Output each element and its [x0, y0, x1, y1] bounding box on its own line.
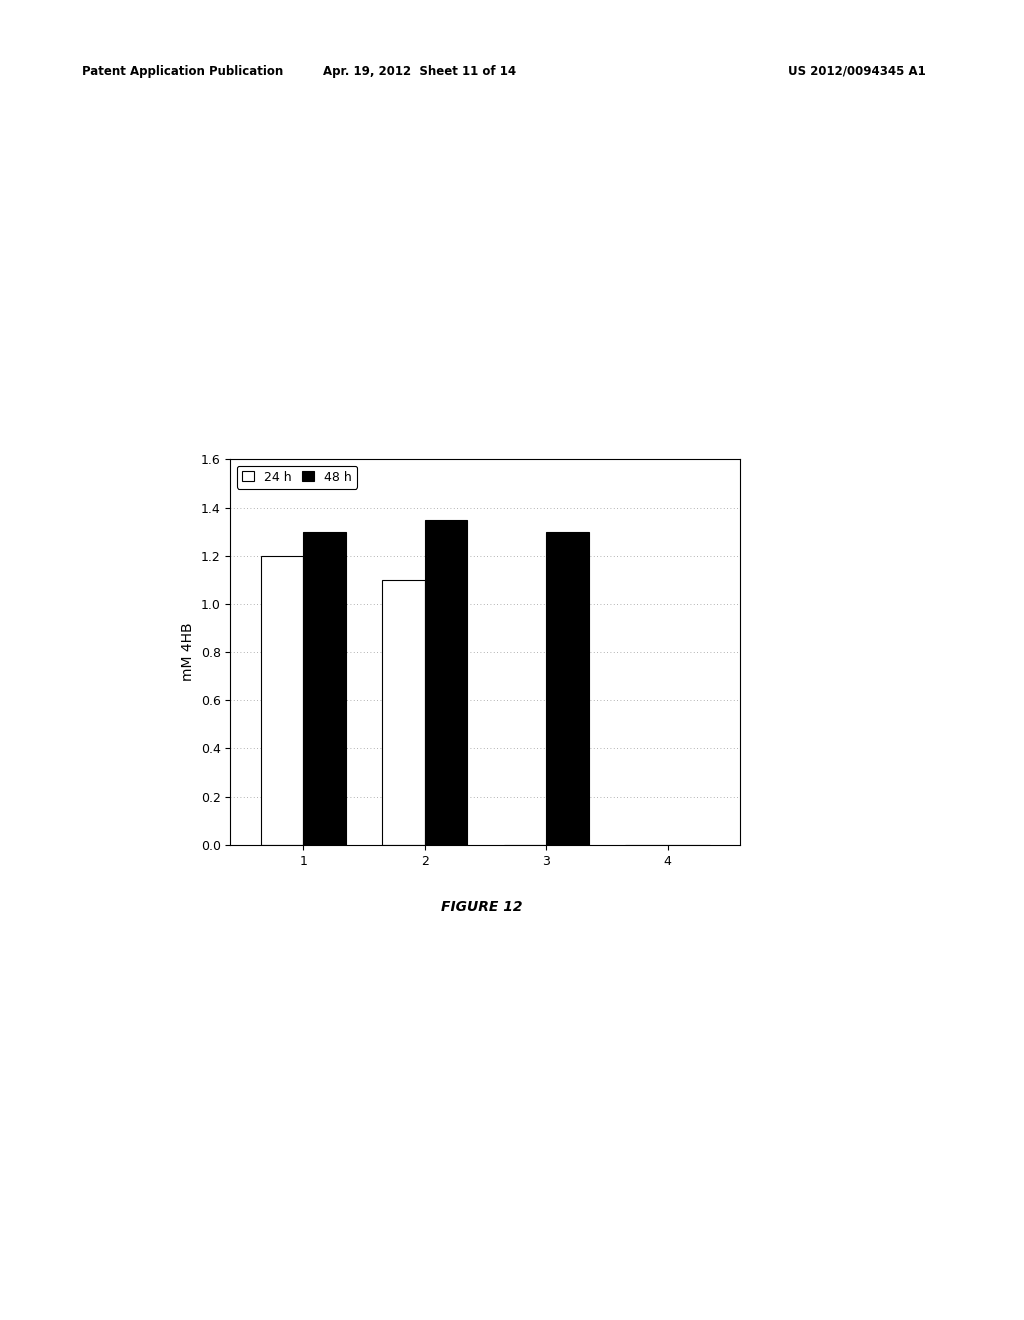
Text: Patent Application Publication: Patent Application Publication — [82, 65, 284, 78]
Bar — [261, 556, 303, 845]
Legend: 24 h, 48 h: 24 h, 48 h — [237, 466, 357, 488]
Bar — [382, 579, 425, 845]
Bar — [546, 532, 589, 845]
Y-axis label: mM 4HB: mM 4HB — [181, 623, 196, 681]
Text: US 2012/0094345 A1: US 2012/0094345 A1 — [788, 65, 927, 78]
Text: Apr. 19, 2012  Sheet 11 of 14: Apr. 19, 2012 Sheet 11 of 14 — [324, 65, 516, 78]
Bar — [425, 520, 467, 845]
Bar — [303, 532, 346, 845]
Text: FIGURE 12: FIGURE 12 — [440, 900, 522, 915]
